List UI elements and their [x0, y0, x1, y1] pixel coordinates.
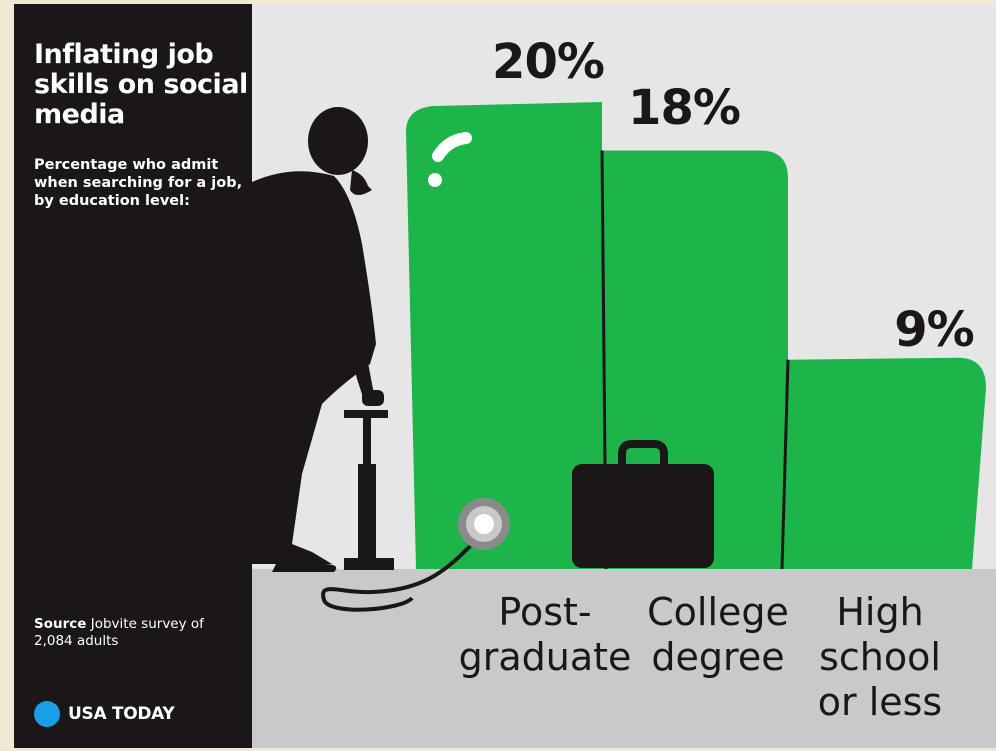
category-label-1-1: degree: [651, 635, 784, 679]
data-label-1: 18%: [628, 80, 740, 136]
category-label-2-0: High: [836, 590, 923, 634]
man-pump-icon: [252, 107, 510, 612]
bar-2: [788, 357, 986, 569]
bar-0: [406, 102, 602, 569]
bar-highlight-icon: [428, 132, 472, 187]
category-label-2-1: school: [819, 635, 941, 679]
brand-name: USA TODAY: [68, 704, 175, 724]
chart-title: Inflating job skills on social media: [34, 39, 248, 130]
brand-logo: USA TODAY: [34, 701, 175, 727]
category-label-0-0: Post-: [498, 590, 591, 634]
category-label-2-2: or less: [818, 680, 942, 724]
briefcase-icon: [572, 440, 714, 568]
data-labels-group: 20% 18% 9%: [492, 34, 975, 358]
source-note: Source Jobvite survey of 2,084 adults: [34, 616, 244, 650]
category-label-1-0: College: [647, 590, 789, 634]
source-text: Jobvite survey of 2,084 adults: [34, 616, 204, 649]
ground-strip: [252, 569, 996, 748]
sidebar-panel: Inflating job skills on social media Per…: [14, 4, 252, 748]
source-label: Source: [34, 616, 87, 632]
data-label-2: 9%: [894, 302, 974, 358]
brand-dot-icon: [34, 701, 60, 727]
category-label-0-1: graduate: [459, 635, 632, 679]
data-label-0: 20%: [492, 34, 604, 90]
chart-subtitle: Percentage who admit when searching for …: [34, 157, 243, 209]
bar-divider-2: [780, 359, 790, 570]
